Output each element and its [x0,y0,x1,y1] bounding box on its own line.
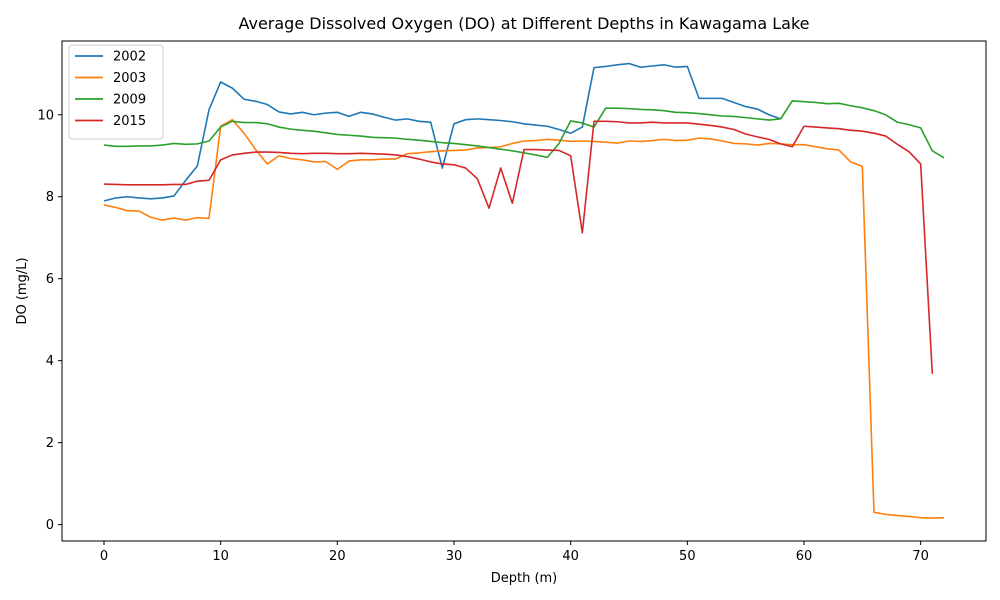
x-tick-label: 30 [446,549,463,564]
legend: 2002 2003 2009 2015 [68,44,164,140]
series-line-2002 [103,62,781,202]
x-tick-label: 0 [100,549,108,564]
y-tick-label: 0 [46,518,54,533]
chart-title: Average Dissolved Oxygen (DO) at Differe… [238,14,809,33]
x-axis: 0 10 20 30 40 50 60 70 [100,541,929,564]
y-tick-label: 6 [46,272,54,287]
y-tick-label: 2 [46,436,54,451]
x-tick-label: 10 [212,549,229,564]
x-tick-label: 40 [562,549,579,564]
y-tick-label: 10 [37,108,54,123]
plot-area [103,62,945,519]
legend-label-2003: 2003 [113,71,146,86]
y-axis-label: DO (mg/L) [15,257,30,324]
y-axis: 0 2 4 6 8 10 [37,108,62,533]
series-line-2003 [103,118,945,519]
x-tick-label: 60 [796,549,813,564]
plot-frame [61,40,987,542]
legend-label-2009: 2009 [113,93,146,108]
series-line-2015 [103,120,934,374]
x-tick-label: 50 [679,549,696,564]
x-tick-label: 20 [329,549,346,564]
legend-box [68,44,164,140]
y-tick-label: 4 [46,354,54,369]
legend-label-2002: 2002 [113,50,146,65]
legend-label-2015: 2015 [113,114,146,129]
y-tick-label: 8 [46,190,54,205]
x-tick-label: 70 [912,549,929,564]
x-axis-label: Depth (m) [491,571,558,586]
